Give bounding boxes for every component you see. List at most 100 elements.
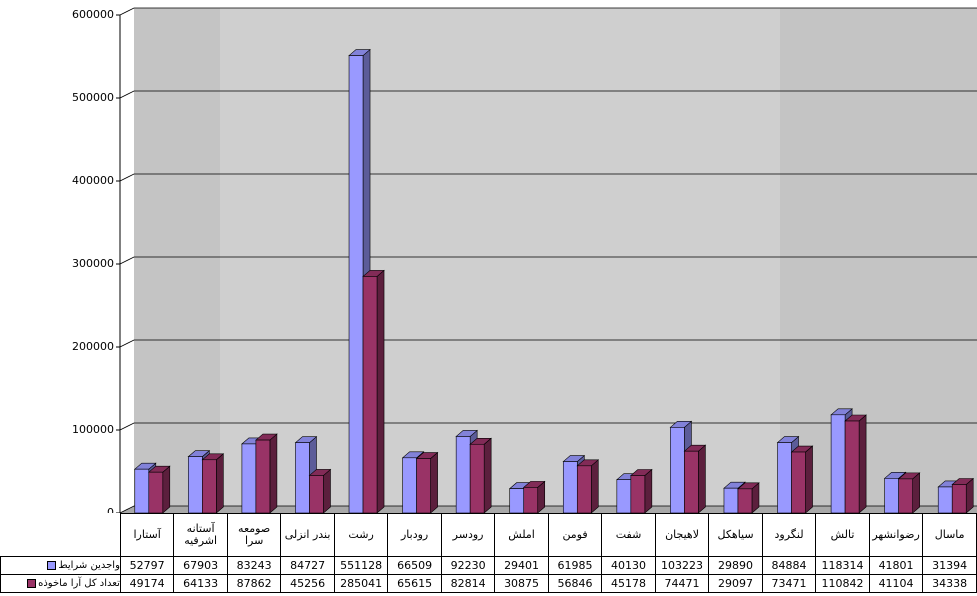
bar [416, 458, 431, 513]
bar [348, 55, 364, 513]
grid-line [119, 256, 977, 265]
value-cell: 45178 [601, 574, 656, 593]
value-cell: 84727 [280, 556, 335, 575]
value-cell: 52797 [119, 556, 175, 575]
bar [630, 475, 646, 513]
legend-label: تعداد کل آرا ماخوذه [38, 578, 120, 589]
bar [255, 439, 271, 513]
legend-swatch [27, 578, 37, 588]
bar [951, 484, 967, 513]
bar-side [590, 459, 599, 513]
value-cell: 61985 [547, 556, 603, 575]
bar [523, 487, 539, 513]
bar-side [644, 468, 653, 513]
bar [723, 487, 739, 513]
value-cell: 67903 [173, 556, 228, 575]
bar [362, 276, 378, 513]
bar [188, 456, 203, 513]
grid-line [119, 90, 977, 99]
value-cell: 74471 [654, 574, 710, 593]
y-tick-label: 300000 [72, 257, 114, 270]
bar [884, 478, 899, 513]
bar [791, 451, 806, 513]
bar [844, 420, 860, 513]
value-cell: 41104 [868, 574, 924, 593]
bar [455, 436, 471, 513]
bar-side [376, 269, 385, 513]
value-cell: 103223 [654, 556, 710, 575]
bar [241, 443, 257, 513]
value-cell: 87862 [226, 574, 282, 593]
value-cell: 40130 [601, 556, 656, 575]
legend-cell: تعداد کل آرا ماخوذه [0, 574, 121, 593]
bar-side [216, 453, 224, 513]
bar [737, 488, 753, 513]
value-cell: 82814 [440, 574, 496, 593]
value-cell: 56846 [547, 574, 603, 593]
y-tick-label: 200000 [72, 340, 114, 353]
bar-side [483, 437, 492, 513]
bar-side [430, 451, 438, 513]
category-cell: ماسال [922, 513, 977, 557]
category-cell: فومن [547, 513, 603, 557]
value-cell: 34338 [922, 574, 977, 593]
bar [469, 443, 485, 513]
value-cell: 29401 [494, 556, 549, 575]
value-cell: 49174 [119, 574, 175, 593]
bar [202, 459, 217, 513]
category-cell: املش [494, 513, 549, 557]
bar [777, 442, 792, 513]
bar [830, 414, 846, 513]
category-cell: رشت [333, 513, 389, 557]
value-cell: 65615 [387, 574, 442, 593]
value-cell: 64133 [173, 574, 228, 593]
bar-side [323, 468, 331, 513]
grid-line [119, 422, 977, 431]
bar [402, 457, 417, 513]
value-cell: 29097 [708, 574, 763, 593]
value-cell: 66509 [387, 556, 442, 575]
legend-cell: واجدین شرایط [0, 556, 121, 575]
category-cell: شفت [601, 513, 656, 557]
bar-side [858, 414, 867, 513]
legend-swatch [47, 560, 57, 570]
bar [562, 461, 578, 513]
bar-side [698, 444, 706, 513]
grid-line [119, 7, 977, 16]
value-cell: 118314 [815, 556, 870, 575]
category-cell: لاهیجان [654, 513, 710, 557]
value-cell: 110842 [815, 574, 870, 593]
bar [616, 479, 632, 513]
value-cell: 45256 [280, 574, 335, 593]
value-cell: 551128 [333, 556, 389, 575]
chart: 0 100000 200000 300000 400000 500000 600000 [72, 7, 977, 513]
bar-side [269, 433, 278, 513]
value-cell: 41801 [868, 556, 924, 575]
category-cell: بندر انزلی [280, 513, 335, 557]
value-cell: 92230 [440, 556, 496, 575]
bar [148, 471, 164, 513]
value-cell: 29890 [708, 556, 763, 575]
y-tick-label: 600000 [72, 8, 114, 21]
y-tick-label: 0 [107, 506, 114, 513]
category-cell: لنگرود [761, 513, 817, 557]
bar [576, 465, 592, 513]
category-cell: رودسر [440, 513, 496, 557]
grid-line [119, 339, 977, 348]
value-cell: 285041 [333, 574, 389, 593]
category-cell: رضوانشهر [868, 513, 924, 557]
bar [937, 486, 953, 513]
grid-line [119, 173, 977, 182]
bar [134, 468, 150, 513]
y-tick-label: 400000 [72, 174, 114, 187]
category-cell: آستانه اشرفیه [173, 513, 228, 557]
table-row: آستارا آستانه اشرفیه صومعه سرا بندر انزلی رش… [1, 513, 977, 557]
category-cell: صومعه سرا [226, 513, 282, 557]
y-tick-label: 500000 [72, 91, 114, 104]
bar [898, 478, 913, 513]
bar-side [805, 445, 813, 513]
floor [120, 506, 977, 513]
value-cell: 84884 [761, 556, 817, 575]
category-cell: رودبار [387, 513, 442, 557]
